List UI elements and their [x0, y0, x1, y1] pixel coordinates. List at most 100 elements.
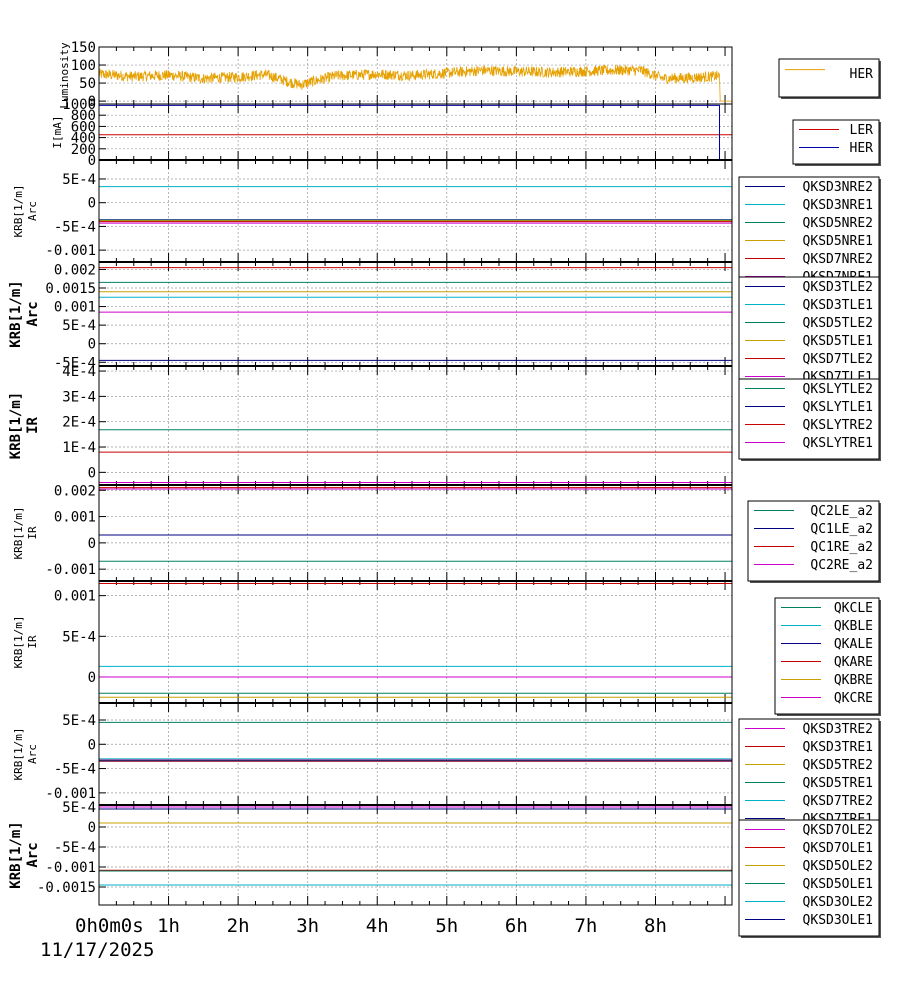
panel-frame: [98, 261, 733, 367]
series-line-HER: [99, 64, 732, 102]
y-tick-label: 50: [79, 76, 96, 92]
y-tick-label: 2E-4: [62, 415, 96, 431]
y-tick-label: 0: [88, 465, 96, 481]
legend-krb-arc-tl: QKSD3TLE2 QKSD3TLE1 QKSD5TLE2 QKSD5TLE1 QKSD…: [738, 276, 881, 395]
legend-label: QKSD3TRE1: [803, 740, 873, 755]
y-tick-label: 1000: [62, 97, 96, 113]
y-tick-label: -0.001: [45, 860, 96, 876]
y-tick-label: 4E-4: [62, 364, 96, 380]
y-tick-label: 0.002: [54, 483, 96, 499]
panel-krb-arc-nr: 5E-4 0 -5E-4 -0.001 KRB[1/m] Arc: [12, 159, 733, 263]
y-axis-label: KRB[1/m]: [12, 185, 25, 238]
legend-label: QKSD5OLE2: [803, 859, 873, 874]
legend-label: QKBLE: [834, 619, 873, 634]
legend-label: QC2LE_a2: [810, 504, 873, 519]
legend-label: QKSD5NRE2: [803, 216, 873, 231]
legend-label: QKSD5TRE1: [803, 776, 873, 791]
y-axis-label: KRB[1/m]: [12, 616, 25, 669]
y-axis-label-2: Arc: [25, 842, 41, 867]
legend-label: QKCLE: [834, 601, 873, 616]
legend-label: HER: [850, 141, 874, 156]
legend-label: QKSD5TLE2: [803, 316, 873, 331]
legend-label: QC1RE_a2: [810, 540, 873, 555]
y-axis-label-2: Arc: [25, 301, 41, 326]
y-axis-label-2: IR: [25, 417, 41, 434]
panel-krb-arc-tl: 0.002 0.0015 0.001 5E-4 0 -5E-4 KRB[1/m] Arc: [8, 261, 733, 371]
legend-label: QKSLYTLE1: [803, 400, 873, 415]
legend-label: QKBRE: [834, 673, 873, 688]
y-tick-label: -5E-4: [54, 219, 96, 235]
y-tick-label: 5E-4: [62, 713, 96, 729]
y-tick-label: 5E-4: [62, 172, 96, 188]
y-tick-label: 0: [88, 820, 96, 836]
x-tick-label: 0h0m0s: [75, 915, 144, 937]
y-tick-label: 600: [71, 119, 96, 135]
legend-krb-arc-ol: QKSD7OLE2 QKSD7OLE1 QKSD5OLE2 QKSD5OLE1 QKSD…: [738, 819, 881, 938]
panel-krb-ir-sly: 4E-4 3E-4 2E-4 1E-4 0 KRB[1/m] IR: [8, 364, 733, 486]
legend-krb-arc-tr: QKSD3TRE2 QKSD3TRE1 QKSD5TRE2 QKSD5TRE1 QKSD…: [738, 718, 881, 837]
legend-label: LER: [850, 123, 874, 138]
panel-frame: [98, 804, 733, 906]
x-tick-label: 2h: [227, 915, 250, 937]
legend-label: QKSD5NRE1: [803, 234, 873, 249]
y-axis-label: KRB[1/m]: [8, 821, 24, 888]
legend-label: QKSD3OLE1: [803, 913, 873, 928]
series-line-HER: [99, 104, 732, 160]
legend-label: QKSD3TRE2: [803, 722, 873, 737]
panel-frame: [98, 159, 733, 263]
y-tick-label: 0: [88, 337, 96, 353]
y-axis-label: KRB[1/m]: [8, 392, 24, 459]
x-tick-label: 6h: [505, 915, 528, 937]
y-tick-label: 0: [88, 94, 96, 110]
legend-label: QKCRE: [834, 691, 873, 706]
legend-luminosity: HER: [778, 58, 881, 99]
y-tick-label: -5E-4: [54, 840, 96, 856]
y-tick-label: -0.001: [45, 562, 96, 578]
legend-label: QKSD3TLE2: [803, 280, 873, 295]
panel-frame: [98, 365, 733, 486]
y-axis-label: KRB[1/m]: [12, 728, 25, 781]
panel-krb-arc-tr: 5E-4 0 -5E-4 -0.001 KRB[1/m] Arc: [12, 702, 733, 806]
y-tick-label: 5E-4: [62, 800, 96, 816]
y-tick-label: 0: [88, 536, 96, 552]
legend-current: LER HER: [792, 119, 881, 166]
y-tick-label: 800: [71, 108, 96, 124]
legend-label: HER: [850, 67, 874, 82]
x-tick-label: 5h: [435, 915, 458, 937]
y-tick-label: -5E-4: [54, 355, 96, 371]
y-axis-label: KRB[1/m]: [12, 507, 25, 560]
legend-label: QKARE: [834, 655, 873, 670]
panel-frame: [98, 484, 733, 582]
y-tick-label: 5E-4: [62, 318, 96, 334]
x-tick-label: 4h: [366, 915, 389, 937]
panel-krb-ir-qk: 0.001 5E-4 0 KRB[1/m] IR: [12, 580, 733, 704]
y-tick-label: -0.001: [45, 243, 96, 259]
y-axis-label-2: Arc: [26, 744, 39, 764]
legend-label: QKSD3NRE1: [803, 198, 873, 213]
y-tick-label: 0.001: [54, 589, 96, 605]
y-tick-label: -0.001: [45, 786, 96, 802]
y-axis-label-2: Arc: [26, 201, 39, 221]
x-tick-label: 7h: [574, 915, 597, 937]
legend-label: QKSD7OLE2: [803, 823, 873, 838]
y-tick-label: 200: [71, 142, 96, 158]
y-tick-label: 0: [88, 670, 96, 686]
panel-krb-arc-ol: 5E-4 0 -5E-4 -0.001 -0.0015 KRB[1/m] Arc: [8, 800, 733, 906]
y-axis-label-2: IR: [26, 526, 39, 540]
legend-label: QKSD5TRE2: [803, 758, 873, 773]
x-tick-label: 1h: [157, 915, 180, 937]
x-tick-label: 8h: [644, 915, 667, 937]
legend-label: QKSLYTLE2: [803, 382, 873, 397]
y-tick-label: -0.0015: [37, 880, 96, 896]
y-tick-label: 5E-4: [62, 629, 96, 645]
legend-krb-ir-qc: QC2LE_a2 QC1LE_a2 QC1RE_a2 QC2RE_a2: [747, 500, 881, 583]
y-tick-label: 0.002: [54, 262, 96, 278]
y-tick-label: 150: [71, 40, 96, 56]
y-tick-label: 0.0015: [45, 281, 96, 297]
legend-label: QKSD3OLE2: [803, 895, 873, 910]
legend-label: QKSD7TRE2: [803, 794, 873, 809]
legend-label: QKSD7OLE1: [803, 841, 873, 856]
panel-frame: [98, 103, 733, 161]
